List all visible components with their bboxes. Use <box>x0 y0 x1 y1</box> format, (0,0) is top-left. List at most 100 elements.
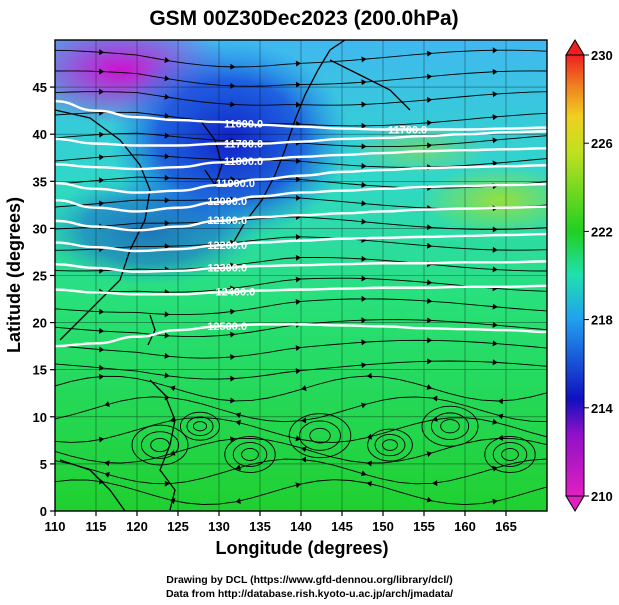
eddy-streamline <box>140 431 180 459</box>
wind-arrow <box>492 68 498 75</box>
wind-arrow <box>235 412 242 419</box>
wind-arrow <box>492 340 498 347</box>
contour-label: 12100.0 <box>207 215 247 227</box>
wind-arrow <box>98 364 105 371</box>
wind-arrow <box>164 372 170 379</box>
contour-label: 11600.0 <box>224 119 263 131</box>
eddy-streamline <box>131 424 189 466</box>
wind-arrow <box>164 220 170 227</box>
wind-arrow <box>235 419 241 426</box>
wind-arrow <box>164 132 170 139</box>
wind-arrow <box>230 101 236 108</box>
wind-arrow <box>98 346 105 353</box>
y-tick-label: 15 <box>33 363 47 378</box>
eddy-streamline <box>421 405 479 447</box>
wind-arrow <box>360 470 367 477</box>
wind-arrow <box>230 354 236 361</box>
streamline <box>55 176 547 189</box>
wind-arrow <box>361 339 367 346</box>
colorbar-tick-label: 218 <box>591 313 613 328</box>
wind-arrow <box>427 317 433 324</box>
contour-label: 12300.0 <box>207 263 247 275</box>
eddy-streamline <box>241 448 259 461</box>
y-axis-label: Latitude (degrees) <box>4 197 24 353</box>
wind-arrow <box>301 385 307 391</box>
contour-line <box>55 147 547 171</box>
contour-label: 11800.0 <box>224 156 263 168</box>
eddy-streamline <box>193 421 207 432</box>
eddy-streamline <box>232 442 268 467</box>
wind-arrow <box>426 73 433 80</box>
eddy-streamline <box>224 436 276 473</box>
wind-arrow <box>492 47 498 54</box>
x-tick-label: 145 <box>331 519 353 534</box>
streamline <box>55 236 547 251</box>
streamline <box>55 49 547 68</box>
contour-label: 12000.0 <box>207 196 247 208</box>
contour-line <box>55 164 547 194</box>
contour-label: 11700.0 <box>224 139 263 151</box>
contour-line <box>55 130 547 147</box>
wind-arrow <box>492 321 498 328</box>
wind-arrow <box>361 295 367 302</box>
y-tick-label: 25 <box>33 269 47 284</box>
wind-arrow <box>492 91 498 98</box>
wind-arrow <box>432 415 438 422</box>
wind-arrow <box>99 131 105 138</box>
wind-arrow <box>295 176 301 183</box>
wind-arrow <box>361 200 367 207</box>
wind-arrow <box>366 372 372 379</box>
streamline <box>55 360 547 380</box>
wind-arrow <box>361 79 367 86</box>
coastlines <box>55 40 411 511</box>
streamline <box>55 396 547 423</box>
wind-arrow <box>427 142 433 149</box>
wind-arrow <box>104 471 110 478</box>
wind-arrow <box>99 88 105 95</box>
eddy-streamline <box>309 427 331 444</box>
wind-arrow <box>230 397 236 404</box>
wind-arrow <box>164 75 170 82</box>
wind-arrow <box>426 224 433 231</box>
wind-arrow <box>426 96 433 103</box>
eddy-streamline <box>374 433 406 457</box>
y-tick-label: 30 <box>33 221 47 236</box>
eddy-streamline <box>288 413 352 459</box>
streamline <box>55 479 547 506</box>
eddy-streamline <box>492 442 528 467</box>
x-tick-label: 140 <box>290 519 312 534</box>
streamline <box>55 298 547 316</box>
eddy-streamline <box>299 420 341 451</box>
streamline <box>55 91 547 106</box>
wind-arrow <box>361 162 367 169</box>
credit-data: Data from http://database.rish.kyoto-u.a… <box>165 588 454 600</box>
y-tick-label: 10 <box>33 410 47 425</box>
eddy-streamline <box>186 416 214 437</box>
wind-arrow <box>230 82 236 89</box>
wind-arrow <box>366 433 373 440</box>
wind-arrow <box>230 176 236 183</box>
wind-arrow <box>492 359 498 366</box>
wind-arrow <box>361 362 367 369</box>
wind-arrow <box>295 60 301 67</box>
colorbar: 210 214 218 222 226 230 <box>565 39 613 512</box>
wind-arrow <box>361 101 367 108</box>
wind-arrow <box>98 200 105 207</box>
contour-line <box>55 100 547 131</box>
streamline <box>55 339 547 359</box>
eddy-streamline <box>382 439 398 451</box>
wind-arrow <box>295 435 301 442</box>
wind-arrow <box>295 81 301 88</box>
wind-arrow <box>295 298 301 305</box>
wind-arrow <box>230 63 236 70</box>
wind-arrow <box>230 375 236 382</box>
streamline <box>55 154 547 168</box>
x-tick-label: 115 <box>86 519 107 534</box>
wind-arrow <box>295 345 301 352</box>
wind-arrow <box>360 402 367 409</box>
streamlines <box>55 49 547 506</box>
wind-arrow <box>99 308 105 315</box>
wind-arrow <box>432 480 438 487</box>
y-tick-label: 20 <box>33 316 47 331</box>
wind-arrow <box>99 49 105 56</box>
